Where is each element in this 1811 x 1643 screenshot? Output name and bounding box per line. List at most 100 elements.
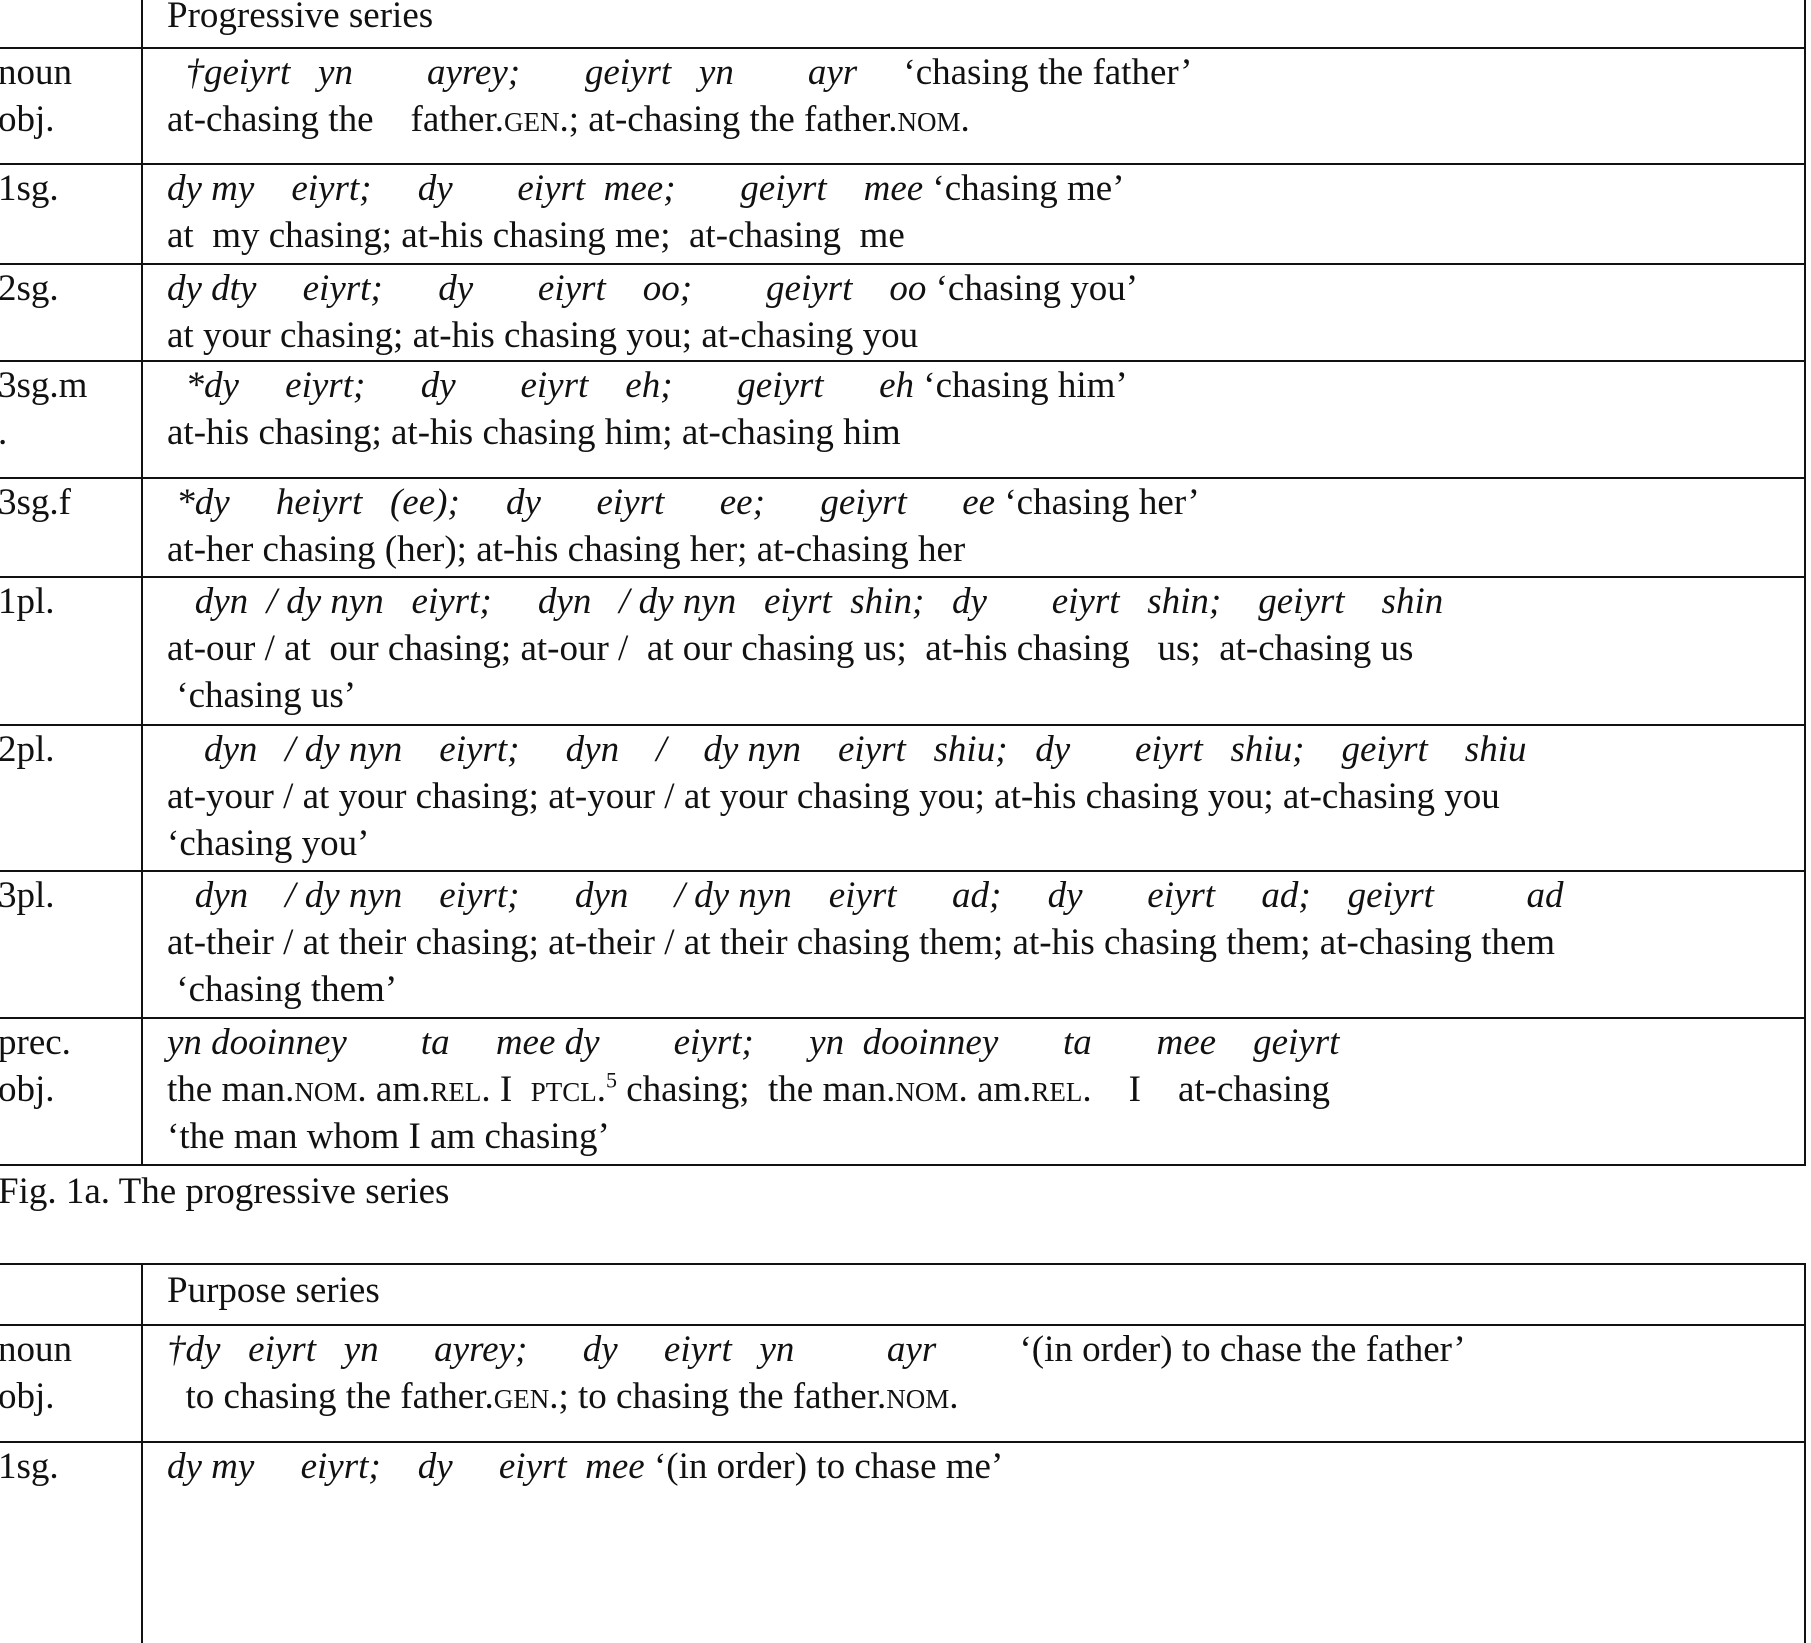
person-label: 2sg. <box>0 265 143 360</box>
purpose-series-table: Purpose series noun obj. †dy eiyrt yn ayre… <box>0 1263 1806 1643</box>
gloss-text: . am. <box>357 1069 431 1110</box>
gloss-text: at my chasing; at-his chasing me; at-cha… <box>167 215 905 256</box>
table-row: 3sg.m . *dy eiyrt; dy eiyrt eh; geiyrt e… <box>0 362 1806 479</box>
gloss-cell: *dy heiyrt (ee); dy eiyrt ee; geiyrt ee … <box>167 479 1806 573</box>
manx-line: dyn / dy nyn eiyrt; dyn / dy nyn eiyrt a… <box>167 872 1806 919</box>
gloss-cell: dyn / dy nyn eiyrt; dyn / dy nyn eiyrt a… <box>167 872 1806 1013</box>
gloss-text: .; to chasing the father. <box>549 1376 887 1417</box>
gloss-cell: dyn / dy nyn eiyrt; dyn / dy nyn eiyrt s… <box>167 726 1806 867</box>
gloss-line: the man.NOM. am.REL. I PTCL.5 chasing; t… <box>167 1066 1806 1113</box>
gloss-text: at-chasing the father. <box>167 99 504 140</box>
table-row: 2sg. dy dty eiyrt; dy eiyrt oo; geiyrt oo… <box>0 265 1806 362</box>
gloss-text: ‘(in order) to chase me’ <box>653 1446 1004 1487</box>
table-row: 3sg.f *dy heiyrt (ee); dy eiyrt ee; geiy… <box>0 479 1806 578</box>
person-label: prec. obj. <box>0 1019 143 1164</box>
gloss-line: ‘chasing you’ <box>167 820 1806 867</box>
gloss-text: ‘chasing you’ <box>167 823 370 864</box>
person-label: 1pl. <box>0 578 143 724</box>
gloss-cell: †dy eiyrt yn ayrey; dy eiyrt yn ayr ‘(in… <box>167 1326 1806 1420</box>
gloss-text: . <box>960 99 970 140</box>
gloss-text: ‘the man whom I am chasing’ <box>167 1116 610 1157</box>
person-label: 3sg.f <box>0 479 143 576</box>
figure-caption: Fig. 1a. The progressive series <box>0 1171 450 1212</box>
table-row: 3pl. dyn / dy nyn eiyrt; dyn / dy nyn ei… <box>0 872 1806 1019</box>
person-label: 3pl. <box>0 872 143 1017</box>
person-label: noun obj. <box>0 49 143 163</box>
person-label: 1sg. <box>0 1443 143 1643</box>
gloss-text: at-their / at their chasing; at-their / … <box>167 922 1556 963</box>
manx-text: dy dty eiyrt; dy eiyrt oo; geiyrt oo <box>167 268 936 309</box>
gloss-text: at-his chasing; at-his chasing him; at-c… <box>167 412 901 453</box>
manx-text: dyn / dy nyn eiyrt; dyn / dy nyn eiyrt a… <box>167 875 1564 916</box>
manx-line: yn dooinney ta mee dy eiyrt; yn dooinney… <box>167 1019 1806 1066</box>
gloss-text: .; at-chasing the father. <box>559 99 898 140</box>
manx-line: dyn / dy nyn eiyrt; dyn / dy nyn eiyrt s… <box>167 726 1806 773</box>
table-row: 1sg. dy my eiyrt; dy eiyrt mee ‘(in order… <box>0 1443 1806 1643</box>
gloss-cell: dy my eiyrt; dy eiyrt mee; geiyrt mee ‘c… <box>167 165 1806 259</box>
gloss-line: at-your / at your chasing; at-your / at … <box>167 773 1806 820</box>
gloss-cell: dy my eiyrt; dy eiyrt mee ‘(in order) to… <box>167 1443 1806 1490</box>
manx-line: †dy eiyrt yn ayrey; dy eiyrt yn ayr ‘(in… <box>167 1326 1806 1373</box>
gloss-line: ‘the man whom I am chasing’ <box>167 1113 1806 1160</box>
person-label: 2pl. <box>0 726 143 870</box>
manx-text: dyn / dy nyn eiyrt; dyn / dy nyn eiyrt s… <box>167 729 1527 770</box>
table-header-row: Progressive series <box>0 0 1806 49</box>
manx-line: *dy heiyrt (ee); dy eiyrt ee; geiyrt ee … <box>167 479 1806 526</box>
gloss-text: ‘chasing them’ <box>167 969 398 1010</box>
gloss-text: at-your / at your chasing; at-your / at … <box>167 776 1500 817</box>
gloss-line: at-chasing the father.GEN.; at-chasing t… <box>167 96 1806 143</box>
gloss-cell: dy dty eiyrt; dy eiyrt oo; geiyrt oo ‘ch… <box>167 265 1806 359</box>
gloss-text: ‘chasing him’ <box>923 365 1128 406</box>
table-header: Purpose series <box>167 1270 380 1311</box>
gloss-text: . I at-chasing <box>1082 1069 1331 1110</box>
small-caps-text: NOM <box>897 107 961 137</box>
gloss-cell: †geiyrt yn ayrey; geiyrt yn ayr ‘chasing… <box>167 49 1806 143</box>
small-caps-text: REL <box>1031 1077 1083 1107</box>
gloss-text: at your chasing; at-his chasing you; at-… <box>167 315 919 356</box>
gloss-line: to chasing the father.GEN.; to chasing t… <box>167 1373 1806 1420</box>
gloss-text: at-our / at our chasing; at-our / at our… <box>167 628 1414 669</box>
gloss-line: at-his chasing; at-his chasing him; at-c… <box>167 409 1806 456</box>
manx-line: *dy eiyrt; dy eiyrt eh; geiyrt eh ‘chasi… <box>167 362 1806 409</box>
gloss-line: at my chasing; at-his chasing me; at-cha… <box>167 212 1806 259</box>
small-caps-text: NOM <box>886 1384 950 1414</box>
table-row: noun obj. †dy eiyrt yn ayrey; dy eiyrt yn… <box>0 1326 1806 1443</box>
small-caps-text: REL <box>430 1077 482 1107</box>
gloss-line: ‘chasing us’ <box>167 672 1806 719</box>
manx-line: dyn / dy nyn eiyrt; dyn / dy nyn eiyrt s… <box>167 578 1806 625</box>
progressive-series-table: Progressive series noun obj. †geiyrt yn a… <box>0 0 1806 1166</box>
small-caps-text: 5 <box>605 1067 617 1093</box>
gloss-text: . am. <box>958 1069 1032 1110</box>
gloss-text: ‘(in order) to chase the father’ <box>1019 1329 1466 1370</box>
small-caps-text: GEN <box>493 1384 550 1414</box>
table-header-row: Purpose series <box>0 1265 1806 1326</box>
gloss-text: . <box>596 1069 606 1110</box>
table-row: prec. obj. yn dooinney ta mee dy eiyrt; y… <box>0 1019 1806 1166</box>
table-header: Progressive series <box>167 0 434 36</box>
table-row: 1pl. dyn / dy nyn eiyrt; dyn / dy nyn ei… <box>0 578 1806 726</box>
small-caps-text: NOM <box>294 1077 358 1107</box>
person-label: 1sg. <box>0 165 143 263</box>
table-row: 2pl. dyn / dy nyn eiyrt; dyn / dy nyn ei… <box>0 726 1806 872</box>
small-caps-text: GEN <box>503 107 560 137</box>
manx-text: dy my eiyrt; dy eiyrt mee; geiyrt mee <box>167 168 933 209</box>
manx-text: yn dooinney ta mee dy eiyrt; yn dooinney… <box>167 1022 1340 1063</box>
table-row: 1sg. dy my eiyrt; dy eiyrt mee; geiyrt me… <box>0 165 1806 265</box>
gloss-line: at-her chasing (her); at-his chasing her… <box>167 526 1806 573</box>
manx-text: †dy eiyrt yn ayrey; dy eiyrt yn ayr <box>167 1329 1020 1370</box>
gloss-text: at-her chasing (her); at-his chasing her… <box>167 529 966 570</box>
manx-line: dy my eiyrt; dy eiyrt mee ‘(in order) to… <box>167 1443 1806 1490</box>
person-label: 3sg.m . <box>0 362 143 477</box>
gloss-cell: yn dooinney ta mee dy eiyrt; yn dooinney… <box>167 1019 1806 1160</box>
manx-line: dy my eiyrt; dy eiyrt mee; geiyrt mee ‘c… <box>167 165 1806 212</box>
manx-line: †geiyrt yn ayrey; geiyrt yn ayr ‘chasing… <box>167 49 1806 96</box>
gloss-text: . I <box>481 1069 531 1110</box>
gloss-text: ‘chasing me’ <box>932 168 1125 209</box>
gloss-cell: dyn / dy nyn eiyrt; dyn / dy nyn eiyrt s… <box>167 578 1806 719</box>
gloss-text: ‘chasing the father’ <box>903 52 1193 93</box>
small-caps-text: PTCL <box>530 1077 597 1107</box>
manx-text: †geiyrt yn ayrey; geiyrt yn ayr <box>167 52 904 93</box>
gloss-text: . <box>949 1376 959 1417</box>
manx-line: dy dty eiyrt; dy eiyrt oo; geiyrt oo ‘ch… <box>167 265 1806 312</box>
gloss-cell: *dy eiyrt; dy eiyrt eh; geiyrt eh ‘chasi… <box>167 362 1806 456</box>
